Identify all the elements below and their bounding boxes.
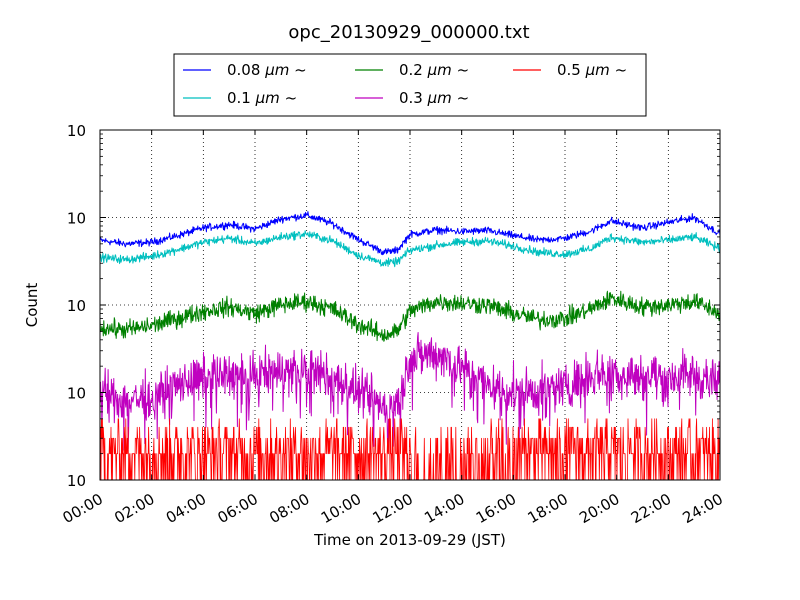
y-tick-base: 10 [67, 472, 86, 490]
y-tick-label: 10 [67, 122, 86, 140]
series-lines [100, 211, 720, 480]
y-tick-base: 10 [67, 210, 86, 228]
legend-frame [173, 53, 647, 117]
legend-unit: μm [585, 61, 610, 79]
y-tick-label: 10 [67, 472, 86, 490]
legend-size: 0.3 [399, 89, 423, 107]
y-axis-label: Count [23, 283, 41, 328]
y-tick-base: 10 [67, 122, 86, 140]
chart-title: opc_20130929_000000.txt [288, 22, 529, 43]
axis-ticks [99, 129, 721, 481]
y-tick-label: 10 [67, 297, 86, 315]
legend-size: 0.5 [557, 61, 581, 79]
legend-entry: 0.08 μm ~ [227, 61, 307, 79]
series-line [100, 230, 720, 268]
series-line [100, 211, 720, 256]
legend-tilde: ~ [285, 89, 298, 107]
legend-tilde: ~ [457, 61, 470, 79]
legend-entry: 0.2 μm ~ [399, 61, 469, 79]
y-tick-base: 10 [67, 385, 86, 403]
y-tick-label: 10 [67, 385, 86, 403]
legend-tilde: ~ [457, 89, 470, 107]
x-axis-label: Time on 2013-09-29 (JST) [313, 531, 506, 549]
legend-tilde: ~ [615, 61, 628, 79]
legend-unit: μm [427, 89, 452, 107]
legend-size: 0.1 [227, 89, 251, 107]
legend-entry: 0.1 μm ~ [227, 89, 297, 107]
legend-unit: μm [255, 89, 280, 107]
legend-tilde: ~ [294, 61, 307, 79]
series-line [100, 290, 720, 342]
legend-unit: μm [264, 61, 289, 79]
y-tick-label: 10 [67, 210, 86, 228]
legend-entry: 0.3 μm ~ [399, 89, 469, 107]
series-line [100, 332, 720, 453]
legend-unit: μm [427, 61, 452, 79]
y-tick-base: 10 [67, 297, 86, 315]
legend-size: 0.08 [227, 61, 260, 79]
series-line [100, 418, 720, 480]
legend-size: 0.2 [399, 61, 423, 79]
legend-entry: 0.5 μm ~ [557, 61, 627, 79]
legend: 0.08 μm ~0.1 μm ~0.2 μm ~0.3 μm ~0.5 μm … [173, 53, 647, 117]
y-tick-labels: 100101102103104 [67, 122, 86, 490]
